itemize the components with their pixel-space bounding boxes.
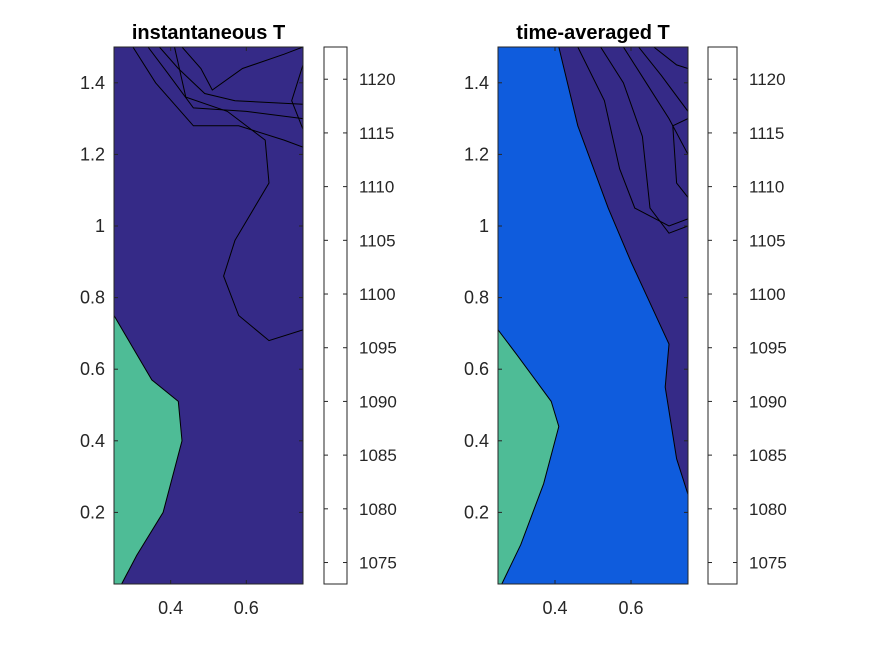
region-1075 [558,47,688,495]
x-tick-label: 0.4 [158,598,183,618]
contour-line [147,47,303,120]
region-1100 [498,328,560,584]
colorbar-tick-label: 1115 [359,124,394,143]
colorbar-tick-label: 1105 [359,231,396,250]
colorbar-tick-label: 1080 [749,500,787,519]
x-tick-label: 0.6 [234,598,259,618]
colorbar-tick-label: 1105 [749,231,786,250]
contour-line [181,47,303,91]
colorbar-fill [323,46,348,585]
contour-line [291,64,303,130]
y-tick-label: 1 [95,216,105,236]
y-tick-label: 0.8 [464,288,489,308]
contour-line [174,47,303,342]
plot-area [498,47,688,584]
x-tick-label: 0.6 [618,598,643,618]
contour-line [577,47,688,227]
y-tick-label: 0.8 [80,288,105,308]
y-tick-label: 1.4 [464,73,489,93]
y-tick-label: 0.4 [80,431,105,451]
y-tick-label: 0.4 [464,431,489,451]
chart-title: time-averaged T [516,22,669,44]
chart-title: instantaneous T [132,22,285,44]
colorbar-tick-label: 1100 [359,285,396,304]
plot-area [114,47,303,584]
contour-line [622,47,688,155]
contour-line [159,47,303,105]
axes-box [113,46,304,585]
contour-line [132,47,303,148]
x-tick-label: 0.4 [542,598,567,618]
y-tick-label: 0.2 [80,502,105,522]
colorbar-tick-label: 1075 [749,554,787,573]
colorbar-tick-label: 1110 [359,178,394,197]
colorbar-tick-label: 1100 [749,285,786,304]
contour-line [600,47,688,234]
colorbar-tick-label: 1120 [359,70,396,89]
chart-panel-2: time-averaged T 0.2 0.4 0.6 0.8 1 1.2 1.4 0.4 0.6… [464,22,787,618]
colorbar-tick-label: 1075 [359,554,397,573]
colorbar-tick-label: 1090 [359,392,397,411]
y-tick-label: 1.2 [80,144,105,164]
y-tick-label: 1.2 [464,144,489,164]
axes-box [497,46,689,585]
region-1100 [114,314,183,584]
colorbar: 1075 1080 1085 1090 1095 1100 1105 1110 1115 1120 [323,46,397,585]
colorbar-tick-label: 1115 [749,124,784,143]
chart-panel-1: instantaneous T 0.2 0.4 0.6 0.8 1 1.2 1.4 0.4 0.6… [80,22,397,618]
y-tick-label: 0.2 [464,502,489,522]
contour-line [638,47,688,112]
colorbar-tick-label: 1120 [749,70,786,89]
y-tick-label: 1 [479,216,489,236]
y-tick-label: 0.6 [464,359,489,379]
colorbar-tick-label: 1110 [749,178,784,197]
colorbar-tick-label: 1085 [749,446,787,465]
colorbar-tick-label: 1080 [359,500,397,519]
y-tick-label: 1.4 [80,73,105,93]
colorbar-tick-label: 1090 [749,392,787,411]
contour-line [672,118,688,198]
colorbar: 1075 1080 1085 1090 1095 1100 1105 1110 1115 1120 [707,46,787,585]
contour-line [653,47,688,69]
colorbar-tick-label: 1095 [359,339,397,358]
colorbar-tick-label: 1085 [359,446,397,465]
colorbar-tick-label: 1095 [749,339,787,358]
y-tick-label: 0.6 [80,359,105,379]
colorbar-fill [707,46,738,585]
